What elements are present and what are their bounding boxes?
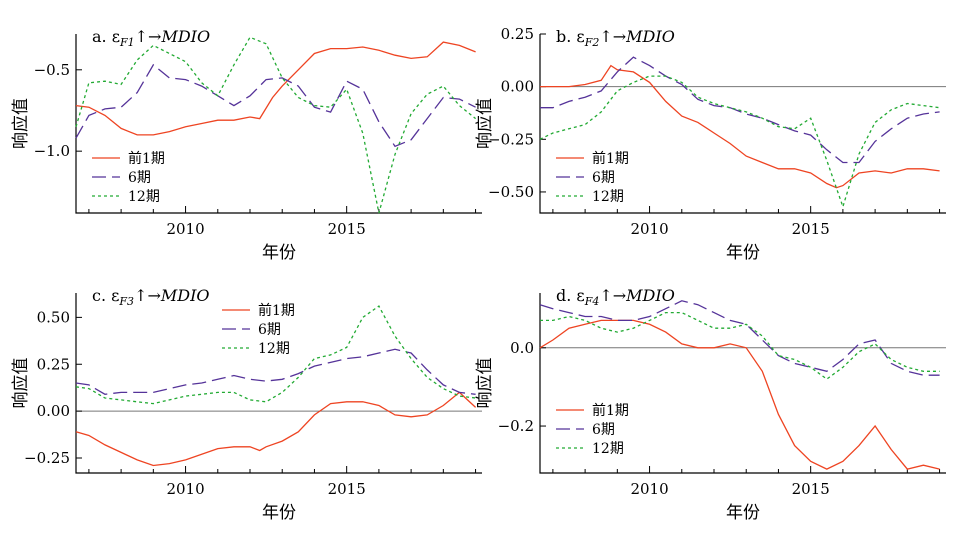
panel-title: b. εF2↑→MDIO [556,27,675,49]
legend-label: 12期 [258,341,290,357]
legend-label: 12期 [592,441,624,457]
series-line-2 [539,300,940,376]
x-tick-label: 2015 [328,220,366,238]
legend-label: 前1期 [258,302,295,319]
y-tick-label: −0.2 [498,417,534,435]
series-line-3 [539,75,940,209]
x-tick-label: 2015 [328,480,366,498]
axis-lines [539,34,946,214]
y-tick-label: 0.0 [510,339,534,357]
x-tick-label: 2010 [166,220,204,238]
y-tick-label: 0.50 [37,308,70,326]
y-tick-label: 0.25 [37,355,70,373]
y-axis-title: 响应值 [475,358,495,409]
panel-title: a. εF1↑→MDIO [92,27,210,49]
x-tick-label: 2010 [630,480,668,498]
legend-label: 6期 [592,422,615,438]
y-axis-title: 响应值 [11,358,31,409]
series-line-2 [540,56,940,164]
series-line-1 [75,41,476,136]
y-tick-label: 0.00 [501,78,534,96]
legend-label: 12期 [592,189,624,205]
y-tick-label: −0.25 [24,449,70,467]
x-tick-label: 2015 [792,220,830,238]
x-axis-title: 年份 [726,503,760,523]
x-tick-label: 2010 [166,480,204,498]
panel-title: c. εF3↑→MDIO [92,286,210,308]
series-line-3 [75,305,476,405]
x-tick-label: 2015 [792,480,830,498]
legend-label: 6期 [258,322,281,338]
y-tick-label: −0.25 [488,130,534,148]
axis-lines [75,293,482,474]
legend-label: 12期 [128,189,160,205]
legend-label: 前1期 [128,150,165,167]
y-tick-label: −0.50 [488,183,534,201]
y-tick-label: −0.5 [34,61,70,79]
y-axis-title: 响应值 [475,98,495,149]
axis-lines [75,34,482,214]
series-line-1 [539,319,940,470]
series-line-3 [540,311,940,380]
legend-label: 6期 [128,170,151,186]
chart-panel-3: 2010 2015 0.50 0.25 0.00 −0.25 年份 响应值 前1期 6期 12期 c.… [11,286,482,523]
legend-label: 6期 [592,170,615,186]
legend-label: 前1期 [592,402,629,419]
legend-label: 前1期 [592,150,629,167]
series-line-3 [75,36,477,214]
series-line-2 [75,63,476,148]
y-axis-title: 响应值 [11,98,31,149]
x-tick-label: 2010 [630,220,668,238]
series-line-2 [75,348,476,395]
y-tick-label: 0.00 [37,402,70,420]
panel-title: d. εF4↑→MDIO [556,286,675,308]
y-tick-label: 0.25 [501,25,534,43]
series-line-1 [540,64,940,189]
x-axis-title: 年份 [726,243,760,263]
series-line-1 [75,391,477,467]
x-axis-title: 年份 [262,503,296,523]
x-axis-title: 年份 [262,243,296,263]
y-tick-label: −1.0 [34,142,70,160]
